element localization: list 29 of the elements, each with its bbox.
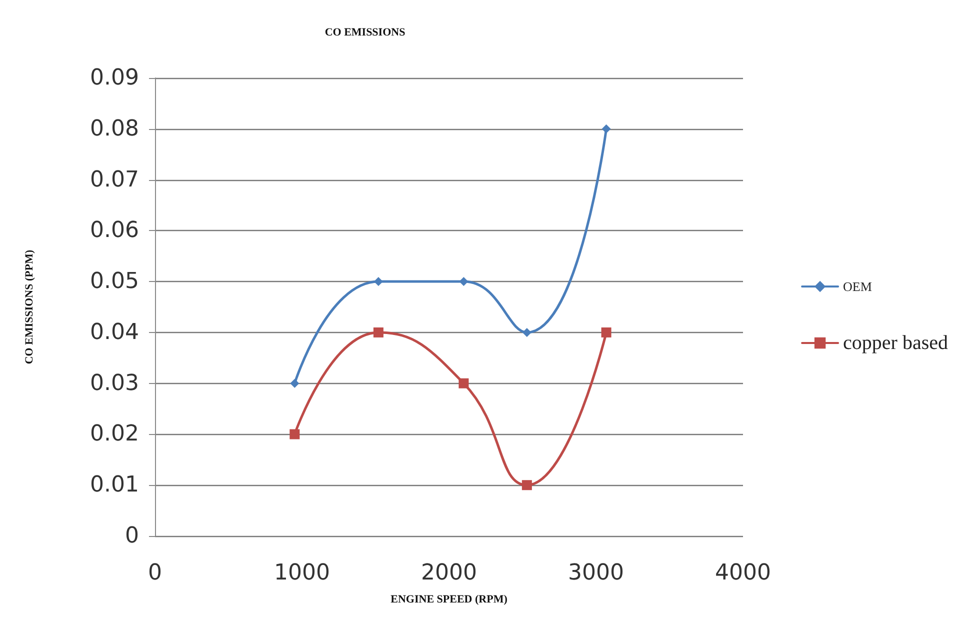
point [522,480,532,490]
chart-title: CO EMISSIONS [324,26,406,38]
y-tick-label: 0.09 [90,66,139,90]
y-tick-label: 0 [125,524,139,548]
y-tick-label: 0.03 [90,370,139,396]
y-tick-label: 0.02 [90,422,139,447]
legend-label: OEM [843,279,872,294]
point [522,328,532,337]
point [601,327,612,338]
point [602,124,611,134]
x-tick-label: 1000 [274,560,330,586]
point [459,277,468,286]
y-tick-label: 0.07 [90,167,139,192]
x-tick-label: 3000 [568,560,624,586]
y-tick-label: 0.04 [90,320,139,345]
x-tick-label: 0 [148,560,162,586]
point [373,327,384,338]
y-tick-label: 0.05 [90,269,139,294]
point [290,378,300,388]
y-axis-title: CO EMISSIONS (PPM) [24,250,36,364]
point [458,378,469,388]
x-tick-label: 2000 [421,560,477,586]
point [290,429,300,440]
legend-label: copper based [843,332,948,354]
y-tick-label: 0.08 [90,116,139,142]
y-tick-label: 0.06 [90,218,139,244]
x-axis-title: ENGINE SPEED (RPM) [390,594,508,606]
y-tick-label: 0.01 [90,472,139,498]
x-tick-label: 4000 [715,560,771,586]
